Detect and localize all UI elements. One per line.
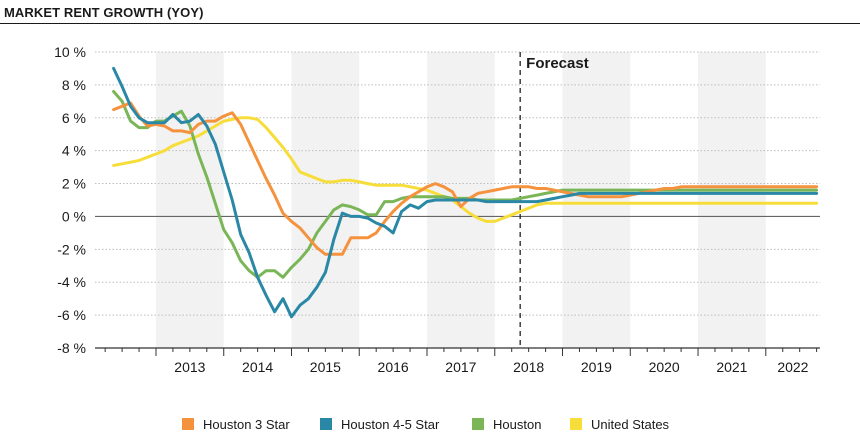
legend-label: Houston 4-5 Star — [341, 416, 440, 432]
x-tick-label: 2013 — [174, 359, 205, 375]
series-line-united-states — [112, 116, 819, 223]
year-band-2021 — [698, 52, 766, 348]
x-tick-label: 2018 — [513, 359, 544, 375]
y-tick-label: 0 % — [62, 208, 86, 224]
y-tick-label: 10 % — [54, 44, 86, 60]
x-tick-label: 2016 — [378, 359, 409, 375]
gridlines — [95, 51, 820, 349]
series-line-houston — [112, 90, 819, 279]
series-line-houston-3-star — [112, 101, 819, 256]
series-lines — [112, 66, 819, 319]
series-line-houston-4-5-star — [112, 66, 819, 319]
y-tick-label: 2 % — [62, 176, 86, 192]
legend-swatch — [570, 418, 582, 430]
y-tick-label: -8 % — [57, 340, 86, 356]
y-tick-label: 6 % — [62, 110, 86, 126]
x-tick-label: 2019 — [581, 359, 612, 375]
year-band-2019 — [562, 52, 631, 348]
x-tick-label: 2014 — [242, 359, 273, 375]
legend-label: United States — [591, 416, 670, 432]
legend-item-houston-4-5-star: Houston 4-5 Star — [320, 414, 439, 434]
y-tick-label: -6 % — [57, 307, 86, 323]
legend-swatch — [472, 418, 484, 430]
x-tick-label: 2020 — [649, 359, 680, 375]
legend: Houston 3 Star Houston 4-5 Star Houston Uni… — [0, 414, 860, 434]
legend-item-houston-3-star: Houston 3 Star — [182, 414, 290, 434]
year-band-2013 — [155, 52, 224, 348]
year-band-2015 — [291, 52, 360, 348]
title-divider — [0, 23, 860, 24]
x-tick-label: 2021 — [716, 359, 747, 375]
chart-title: MARKET RENT GROWTH (YOY) — [4, 5, 204, 20]
forecast-label: Forecast — [526, 55, 589, 72]
y-tick-label: 8 % — [62, 77, 86, 93]
legend-label: Houston — [493, 416, 542, 432]
x-axis: 2013 2014 2015 2016 2017 2018 2019 2020 2021 2022 — [95, 347, 820, 375]
y-tick-label: -4 % — [57, 274, 86, 290]
legend-label: Houston 3 Star — [203, 416, 290, 432]
legend-swatch — [182, 418, 194, 430]
line-chart: -8 % -6 % -4 % -2 % 0 % 2 % 4 % 6 % 8 % 10 % 2013… — [54, 44, 820, 375]
y-tick-label: 4 % — [62, 143, 86, 159]
year-bands — [155, 52, 766, 348]
y-tick-label: -2 % — [57, 241, 86, 257]
x-tick-label: 2015 — [310, 359, 341, 375]
x-tick-label: 2017 — [445, 359, 476, 375]
x-tick-label: 2022 — [777, 359, 808, 375]
legend-swatch — [320, 418, 332, 430]
y-axis: -8 % -6 % -4 % -2 % 0 % 2 % 4 % 6 % 8 % 10 % — [54, 44, 86, 356]
legend-item-houston: Houston — [472, 414, 541, 434]
legend-item-united-states: United States — [570, 414, 669, 434]
forecast-marker: Forecast — [519, 52, 589, 348]
